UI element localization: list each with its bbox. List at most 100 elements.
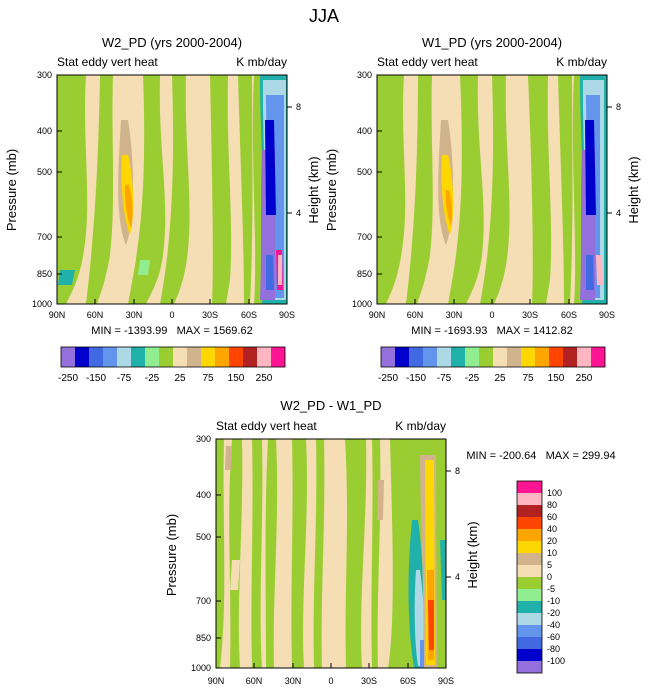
contour-field <box>377 75 607 304</box>
y-tick-label: 400 <box>37 126 52 136</box>
x-axis-ticks: 90N 60N 30N 0 30S 60S 90S <box>208 663 454 686</box>
colorbar-label: -150 <box>86 373 106 384</box>
y-tick-label: 500 <box>196 532 211 542</box>
x-tick-label: 30S <box>202 310 218 320</box>
y2-tick-label: 8 <box>296 102 301 112</box>
minmax-text: MIN = -200.64 MAX = 299.94 <box>466 450 615 462</box>
colorbar: -250 -150 -75 -25 25 75 150 250 <box>58 346 286 384</box>
x-tick-label: 30S <box>361 676 377 686</box>
left-label: Stat eddy vert heat <box>57 55 158 69</box>
colorbar-label: 250 <box>256 373 273 384</box>
left-label: Stat eddy vert heat <box>377 55 478 69</box>
panel-diff: W2_PD - W1_PD Stat eddy vert heat K mb/d… <box>164 398 616 686</box>
y-tick-label: 1000 <box>32 299 52 309</box>
y-tick-label: 700 <box>357 232 372 242</box>
y2-tick-label: 4 <box>455 572 460 582</box>
y-tick-label: 300 <box>357 70 372 80</box>
y-axis-ticks: 300 400 500 700 850 1000 <box>191 434 221 673</box>
colorbar-label: 10 <box>547 548 557 558</box>
y2-tick-label: 4 <box>616 208 621 218</box>
panel-title: W2_PD (yrs 2000-2004) <box>102 35 242 50</box>
x-axis-ticks: 90N 60N 30N 0 30S 60S 90S <box>369 299 615 320</box>
y-tick-label: 500 <box>37 167 52 177</box>
panel-w1: W1_PD (yrs 2000-2004) Stat eddy vert hea… <box>324 35 641 384</box>
y-tick-label: 700 <box>196 596 211 606</box>
y2-axis-ticks: 8 4 <box>287 102 301 218</box>
x-tick-label: 90S <box>438 676 454 686</box>
colorbar-label: -40 <box>547 620 560 630</box>
x-tick-label: 90N <box>369 310 386 320</box>
colorbar-label: -25 <box>145 373 160 384</box>
right-label: K mb/day <box>395 419 446 433</box>
x-tick-label: 90N <box>49 310 66 320</box>
y-axis-ticks: 300 400 500 700 850 1000 <box>352 70 382 309</box>
colorbar-label: -5 <box>547 584 555 594</box>
colorbar-vertical: 100 80 60 40 20 10 5 0 -5 -10 -20 -40 -6… <box>516 480 565 674</box>
colorbar-label: -250 <box>58 373 78 384</box>
colorbar-label: -150 <box>406 373 426 384</box>
colorbar-label: 75 <box>202 373 214 384</box>
x-tick-label: 90S <box>279 310 295 320</box>
contour-field <box>216 439 446 668</box>
y-axis-ticks: 300 400 500 700 850 1000 <box>32 70 62 309</box>
x-tick-label: 30N <box>285 676 302 686</box>
colorbar-label: 40 <box>547 524 557 534</box>
colorbar-label: -75 <box>117 373 132 384</box>
x-tick-label: 60N <box>246 676 263 686</box>
y2-tick-label: 4 <box>296 208 301 218</box>
x-tick-label: 0 <box>489 310 494 320</box>
colorbar-label: 0 <box>547 572 552 582</box>
y-tick-label: 1000 <box>191 663 211 673</box>
colorbar-label: 150 <box>228 373 245 384</box>
right-label: K mb/day <box>236 55 287 69</box>
x-tick-label: 60N <box>87 310 104 320</box>
colorbar-label: -75 <box>437 373 452 384</box>
y-tick-label: 300 <box>196 434 211 444</box>
colorbar-label: 250 <box>576 373 593 384</box>
y2-axis-ticks: 8 4 <box>607 102 621 218</box>
x-tick-label: 60N <box>407 310 424 320</box>
y2-tick-label: 8 <box>616 102 621 112</box>
panel-w2: W2_PD (yrs 2000-2004) Stat eddy vert hea… <box>4 35 321 384</box>
y-tick-label: 1000 <box>352 299 372 309</box>
y2-axis-ticks: 8 4 <box>446 466 460 582</box>
colorbar-label: 25 <box>494 373 506 384</box>
x-axis-ticks: 90N 60N 30N 0 30S 60S 90S <box>49 299 295 320</box>
colorbar-label: -60 <box>547 632 560 642</box>
x-tick-label: 0 <box>169 310 174 320</box>
y2-axis-label: Height (km) <box>306 156 321 223</box>
y-tick-label: 850 <box>37 269 52 279</box>
colorbar-label: 25 <box>174 373 186 384</box>
y-tick-label: 850 <box>357 269 372 279</box>
left-label: Stat eddy vert heat <box>216 419 317 433</box>
colorbar-label: -80 <box>547 644 560 654</box>
y-tick-label: 700 <box>37 232 52 242</box>
x-tick-label: 30N <box>126 310 143 320</box>
minmax-text: MIN = -1693.93 MAX = 1412.82 <box>411 325 572 337</box>
panel-title: W2_PD - W1_PD <box>280 398 381 413</box>
x-tick-label: 60S <box>561 310 577 320</box>
x-tick-label: 60S <box>400 676 416 686</box>
y-tick-label: 300 <box>37 70 52 80</box>
colorbar-label: 80 <box>547 500 557 510</box>
colorbar-label: -20 <box>547 608 560 618</box>
x-tick-label: 30S <box>522 310 538 320</box>
x-tick-label: 60S <box>241 310 257 320</box>
x-tick-label: 30N <box>446 310 463 320</box>
x-tick-label: 90N <box>208 676 225 686</box>
panel-title: W1_PD (yrs 2000-2004) <box>422 35 562 50</box>
colorbar-label: 75 <box>522 373 534 384</box>
colorbar-label: -25 <box>465 373 480 384</box>
colorbar-label: 100 <box>547 488 562 498</box>
y-tick-label: 400 <box>357 126 372 136</box>
y2-axis-label: Height (km) <box>465 521 480 588</box>
y2-tick-label: 8 <box>455 466 460 476</box>
figure-title: JJA <box>309 6 339 26</box>
colorbar-label: 5 <box>547 560 552 570</box>
y-axis-label: Pressure (mb) <box>324 149 339 231</box>
contour-field <box>57 75 287 304</box>
right-label: K mb/day <box>556 55 607 69</box>
minmax-text: MIN = -1393.99 MAX = 1569.62 <box>91 325 252 337</box>
y-tick-label: 400 <box>196 490 211 500</box>
